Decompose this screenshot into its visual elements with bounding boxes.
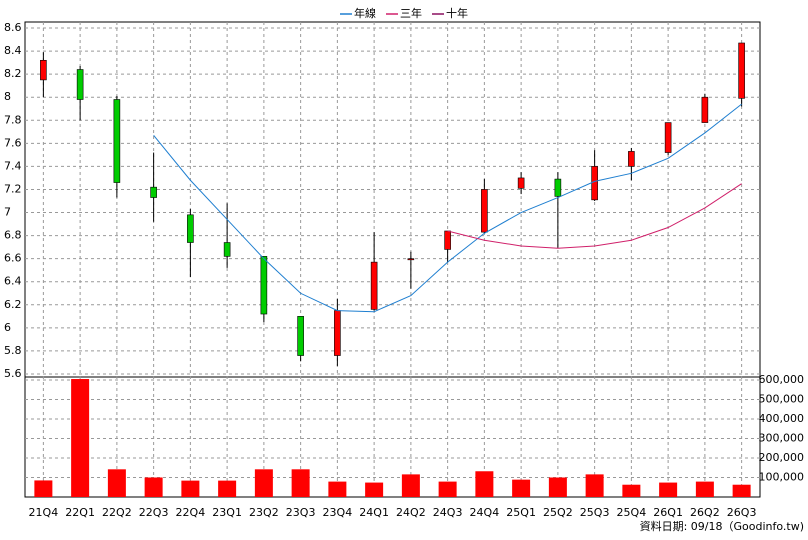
x-tick-label: 22Q3	[139, 506, 169, 519]
volume-bar	[328, 481, 347, 497]
average-line	[447, 183, 742, 249]
x-tick-label: 25Q4	[617, 506, 647, 519]
y-tick-label: 8.6	[4, 21, 22, 34]
volume-bar	[181, 480, 200, 497]
volume-bar	[585, 474, 604, 497]
candle-body	[113, 99, 121, 183]
candle-body	[444, 230, 451, 250]
candle-body	[517, 177, 525, 189]
volume-bar	[107, 469, 126, 497]
x-tick-label: 26Q3	[727, 506, 757, 519]
x-tick-label: 24Q1	[359, 506, 389, 519]
candle-body	[701, 96, 709, 123]
y-tick-label: 8.4	[4, 44, 22, 57]
volume-bar	[365, 482, 384, 497]
y-tick-label: 6	[4, 321, 11, 334]
x-tick-label: 23Q1	[212, 506, 242, 519]
volume-bar	[732, 484, 751, 497]
y-tick-label: 7.8	[4, 113, 22, 126]
y2-tick-label: 100,000	[759, 471, 805, 484]
candle-body	[76, 69, 84, 100]
y2-tick-label: 200,000	[759, 451, 805, 464]
y-tick-label: 6.4	[4, 275, 22, 288]
plot-frame	[24, 21, 761, 498]
x-tick-label: 24Q4	[470, 506, 500, 519]
y-tick-label: 7.4	[4, 159, 22, 172]
legend-label: 三年	[400, 6, 422, 20]
y-tick-label: 5.8	[4, 344, 22, 357]
x-tick-label: 22Q4	[176, 506, 206, 519]
candle-body	[150, 186, 157, 198]
x-tick-label: 22Q2	[102, 506, 132, 519]
x-tick-label: 26Q1	[653, 506, 683, 519]
y2-tick-label: 400,000	[759, 412, 805, 425]
y-tick-label: 6.2	[4, 298, 22, 311]
footer: 資料日期: 09/18（Goodinfo.tw)	[640, 519, 804, 533]
volume-bar	[254, 469, 273, 497]
x-tick-label: 25Q1	[506, 506, 536, 519]
y-tick-label: 8.2	[4, 67, 22, 80]
y-tick-label: 8	[4, 90, 11, 103]
volume-bar	[475, 471, 494, 497]
volume-bar	[548, 477, 567, 497]
candle-body	[628, 151, 635, 167]
volume-bar	[291, 469, 310, 497]
candle-body	[223, 242, 231, 257]
volume-bar	[512, 479, 531, 497]
x-tick-label: 25Q2	[543, 506, 573, 519]
legend-label: 十年	[446, 6, 468, 20]
volume-bar	[401, 474, 420, 497]
candle-body	[370, 261, 378, 310]
volume-bar	[438, 481, 457, 497]
y-tick-label: 7.6	[4, 136, 22, 149]
x-tick-label: 23Q3	[286, 506, 316, 519]
candle-body	[187, 214, 194, 243]
candle-body	[738, 42, 745, 99]
x-tick-label: 24Q3	[433, 506, 463, 519]
volume-bar	[144, 477, 163, 497]
y2-tick-label: 300,000	[759, 432, 805, 445]
candle-body	[554, 178, 562, 197]
candle-body	[481, 189, 488, 233]
y-tick-label: 7.2	[4, 182, 22, 195]
y2-tick-label: 600,000	[759, 373, 805, 386]
candle-body	[40, 59, 47, 81]
y2-tick-label: 500,000	[759, 393, 805, 406]
average-line	[153, 103, 742, 313]
y-tick-label: 7	[4, 206, 11, 219]
x-tick-label: 22Q1	[65, 506, 95, 519]
volume-bar	[695, 481, 714, 497]
x-tick-label: 26Q2	[690, 506, 720, 519]
candle-body	[260, 256, 268, 315]
volume-bar	[71, 379, 90, 497]
volume-bar	[34, 480, 53, 497]
candle-body	[407, 258, 415, 261]
x-tick-label: 21Q4	[29, 506, 59, 519]
volume-bar	[622, 484, 641, 497]
volume-bar	[218, 480, 237, 497]
candle-body	[297, 316, 304, 356]
candle-body	[664, 122, 672, 153]
x-tick-label: 23Q2	[249, 506, 279, 519]
x-tick-label: 25Q3	[580, 506, 610, 519]
candle-body	[334, 310, 341, 356]
y-tick-label: 5.6	[4, 367, 22, 380]
volume-bar	[659, 482, 678, 497]
candle-body	[591, 166, 598, 201]
legend-label: 年線	[354, 6, 376, 20]
y-tick-label: 6.6	[4, 252, 22, 265]
x-tick-label: 23Q4	[323, 506, 353, 519]
x-tick-label: 24Q2	[396, 506, 426, 519]
y-tick-label: 6.8	[4, 229, 22, 242]
